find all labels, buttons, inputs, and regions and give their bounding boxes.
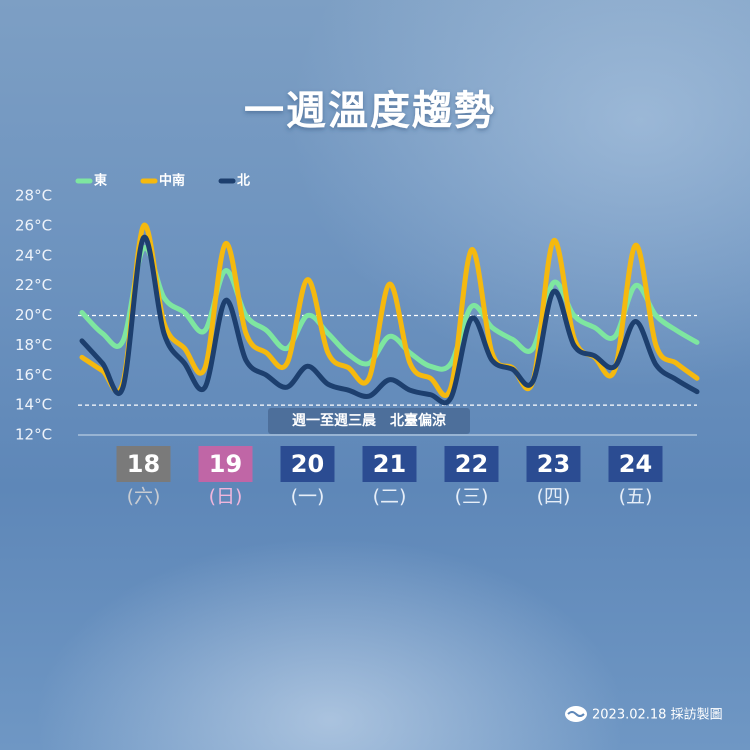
day-box xyxy=(116,446,171,482)
series-line xyxy=(79,222,700,398)
legend-label: 中南 xyxy=(159,173,185,189)
x-tick-weekday: (五) xyxy=(619,486,653,508)
y-tick-label: 20°C xyxy=(15,306,52,324)
x-tick-weekday: (四) xyxy=(537,486,571,508)
annotation: 週一至週三晨 北臺偏涼 xyxy=(292,412,446,429)
y-tick-label: 12°C xyxy=(15,426,52,444)
y-tick-label: 26°C xyxy=(15,216,52,234)
x-tick-label: 18 xyxy=(127,450,160,478)
chart-title: 一週溫度趨勢 xyxy=(244,88,496,134)
y-tick-label: 24°C xyxy=(15,246,52,264)
x-tick-label: 22 xyxy=(455,450,488,478)
day-box xyxy=(198,446,253,482)
series-line xyxy=(79,245,700,372)
y-tick-label: 18°C xyxy=(15,336,52,354)
x-tick-weekday: (一) xyxy=(291,486,325,508)
annotation-box xyxy=(268,408,470,434)
series-line xyxy=(79,235,700,406)
day-box xyxy=(444,446,499,482)
x-tick-weekday: (二) xyxy=(373,486,407,508)
day-box xyxy=(608,446,663,482)
footer-logo xyxy=(565,706,587,722)
y-tick-label: 16°C xyxy=(15,366,52,384)
day-box xyxy=(526,446,581,482)
x-tick-label: 24 xyxy=(619,450,652,478)
y-tick-label: 22°C xyxy=(15,276,52,294)
x-tick-label: 23 xyxy=(537,450,570,478)
x-tick-weekday: (三) xyxy=(455,486,489,508)
x-tick-label: 21 xyxy=(373,450,406,478)
x-tick-label: 20 xyxy=(291,450,324,478)
x-tick-label: 19 xyxy=(209,450,242,478)
day-box xyxy=(362,446,417,482)
legend-label: 北 xyxy=(237,174,250,189)
legend-label: 東 xyxy=(94,173,107,189)
day-box xyxy=(280,446,335,482)
footer: 2023.02.18 採訪製圖 xyxy=(592,707,723,723)
x-tick-weekday: (日) xyxy=(209,486,243,508)
y-tick-label: 14°C xyxy=(15,396,52,414)
x-tick-weekday: (六) xyxy=(127,486,161,508)
y-tick-label: 28°C xyxy=(15,187,52,205)
